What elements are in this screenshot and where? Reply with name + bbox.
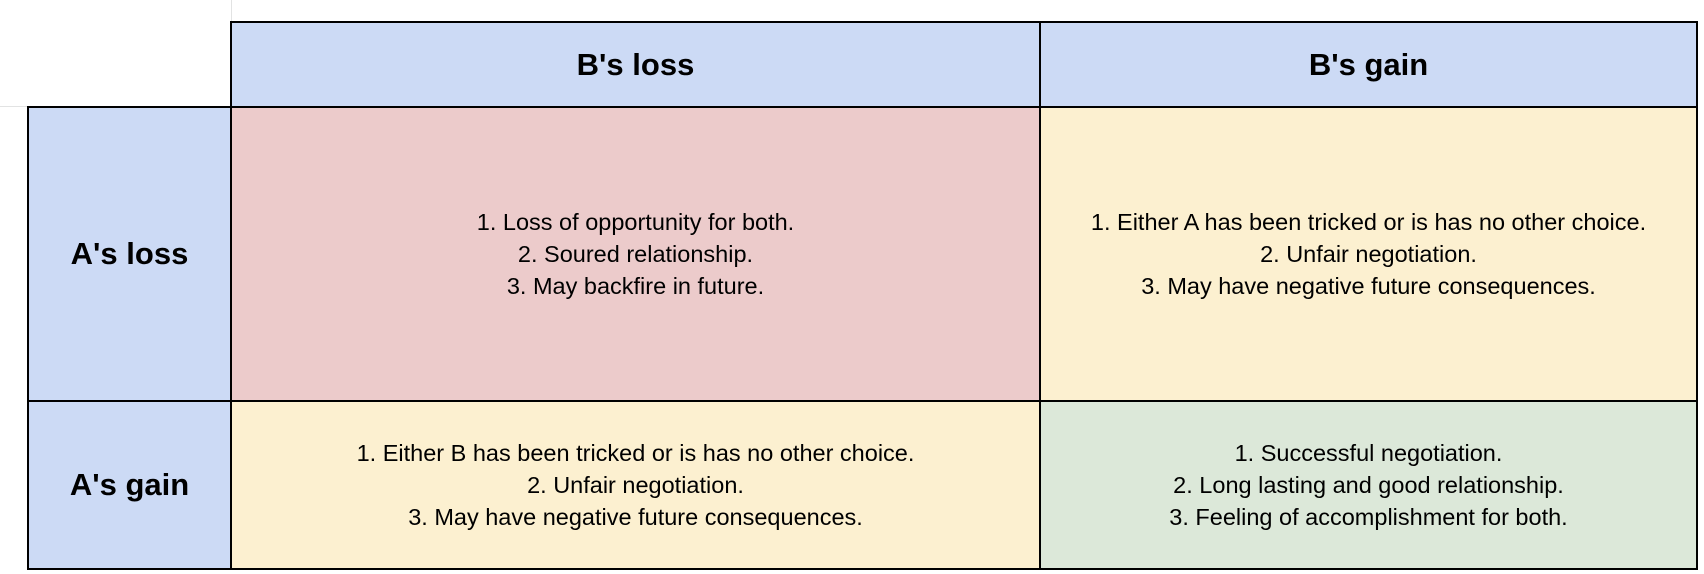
- table-border: [27, 106, 1698, 108]
- row-header-a-gain-label: A's gain: [69, 467, 190, 502]
- cell-a-loss-b-loss[interactable]: 1. Loss of opportunity for both. 2. Sour…: [231, 107, 1040, 401]
- col-header-b-gain[interactable]: B's gain: [1040, 22, 1697, 107]
- col-header-b-gain-label: B's gain: [1308, 46, 1429, 82]
- gridline: [0, 106, 28, 107]
- table-border: [27, 568, 1698, 570]
- table-border: [27, 106, 29, 570]
- cell-text: 1. Successful negotiation. 2. Long lasti…: [1169, 437, 1567, 533]
- row-header-a-loss-label: A's loss: [70, 236, 189, 271]
- cell-line: 1. Successful negotiation.: [1234, 440, 1503, 466]
- cell-line: 1. Loss of opportunity for both.: [476, 209, 795, 235]
- row-header-a-gain[interactable]: A's gain: [28, 401, 231, 569]
- cell-a-gain-b-gain[interactable]: 1. Successful negotiation. 2. Long lasti…: [1040, 401, 1697, 569]
- gridline: [231, 0, 232, 22]
- cell-text: 1. Loss of opportunity for both. 2. Sour…: [477, 206, 794, 302]
- table-border: [230, 21, 232, 570]
- cell-text: 1. Either A has been tricked or is has n…: [1091, 206, 1646, 302]
- cell-line: 2. Unfair negotiation.: [1260, 241, 1477, 267]
- cell-line: 1. Either B has been tricked or is has n…: [356, 440, 915, 466]
- cell-a-gain-b-loss[interactable]: 1. Either B has been tricked or is has n…: [231, 401, 1040, 569]
- cell-line: 3. Feeling of accomplishment for both.: [1169, 504, 1568, 530]
- cell-line: 2. Soured relationship.: [517, 241, 754, 267]
- col-header-b-loss[interactable]: B's loss: [231, 22, 1040, 107]
- row-header-a-loss[interactable]: A's loss: [28, 107, 231, 401]
- cell-a-loss-b-gain[interactable]: 1. Either A has been tricked or is has n…: [1040, 107, 1697, 401]
- cell-line: 3. May have negative future consequences…: [408, 504, 863, 530]
- cell-line: 3. May backfire in future.: [506, 273, 765, 299]
- cell-line: 1. Either A has been tricked or is has n…: [1090, 209, 1647, 235]
- col-header-b-loss-label: B's loss: [576, 46, 695, 82]
- cell-text: 1. Either B has been tricked or is has n…: [357, 437, 915, 533]
- cell-line: 2. Long lasting and good relationship.: [1173, 472, 1564, 498]
- table-border: [1039, 21, 1041, 570]
- table-border: [1696, 21, 1698, 570]
- table-border: [230, 21, 1698, 23]
- table-border: [27, 400, 1698, 402]
- cell-line: 3. May have negative future consequences…: [1141, 273, 1596, 299]
- cell-line: 2. Unfair negotiation.: [527, 472, 744, 498]
